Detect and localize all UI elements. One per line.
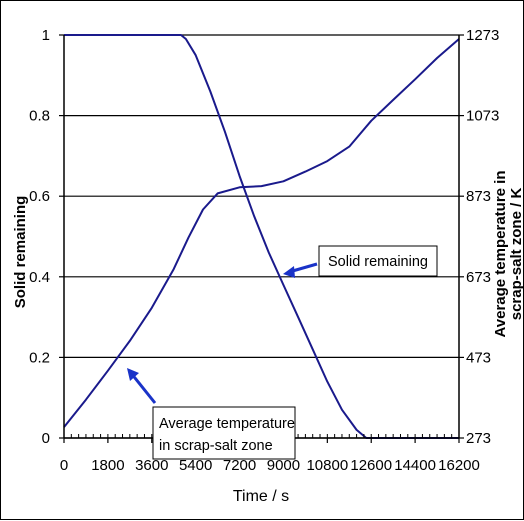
temp-callout-text-line2: in scrap-salt zone [159, 438, 273, 454]
y-left-tick-label-5: 1 [42, 27, 50, 44]
y-left-tick-label-2: 0.4 [29, 269, 50, 286]
x-tick-label-4: 7200 [223, 457, 256, 474]
solid-callout-arrowhead [283, 266, 295, 278]
y-left-tick-label-0: 0 [42, 430, 50, 447]
solid-remaining-callout: Solid remaining [283, 245, 438, 278]
y-right-tick-labels: 273 473 673 873 1073 1273 [466, 27, 499, 447]
temp-callout-box [152, 406, 296, 460]
x-tick-label-8: 14400 [394, 457, 436, 474]
y-left-tick-labels: 0 0.2 0.4 0.6 0.8 1 [29, 27, 50, 447]
y-left-tick-label-4: 0.8 [29, 108, 50, 125]
temp-callout-text-line1: Average temperature [159, 416, 295, 432]
x-axis-title: Time / s [233, 488, 289, 505]
y-left-axis-title: Solid remaining [12, 196, 29, 309]
x-tick-label-6: 10800 [306, 457, 348, 474]
axes [59, 34, 464, 443]
temperature-callout: Average temperature in scrap-salt zone [127, 368, 296, 460]
x-tick-label-9: 16200 [438, 457, 480, 474]
x-tick-labels: 0 1800 3600 5400 7200 9000 10800 12600 14400 1620… [60, 457, 480, 474]
temp-callout-arrowhead [127, 368, 139, 381]
y-right-tick-label-2: 673 [466, 269, 491, 286]
x-tick-label-1: 1800 [91, 457, 124, 474]
y-right-axis-title-line2: scrap-salt zone / K [508, 188, 524, 321]
x-tick-label-0: 0 [60, 457, 68, 474]
y-left-tick-label-3: 0.6 [29, 188, 50, 205]
series-layer [63, 34, 460, 439]
y-left-tick-label-1: 0.2 [29, 349, 50, 366]
y-right-tick-label-0: 273 [466, 430, 491, 447]
series-line-solid-remaining [64, 34, 459, 439]
x-tick-label-5: 9000 [267, 457, 300, 474]
x-tick-label-7: 12600 [350, 457, 392, 474]
series-line-average-temperature [63, 38, 460, 428]
solid-callout-box [318, 245, 438, 277]
y-right-tick-label-3: 873 [466, 188, 491, 205]
x-tick-label-3: 5400 [179, 457, 212, 474]
y-right-axis-title-line1: Average temperature in [492, 170, 509, 337]
y-right-tick-label-5: 1273 [466, 27, 499, 44]
y-right-tick-label-4: 1073 [466, 108, 499, 125]
temp-callout-arrow [129, 372, 157, 404]
solid-callout-text: Solid remaining [328, 254, 428, 270]
x-tick-label-2: 3600 [135, 457, 168, 474]
y-right-tick-label-1: 473 [466, 349, 491, 366]
